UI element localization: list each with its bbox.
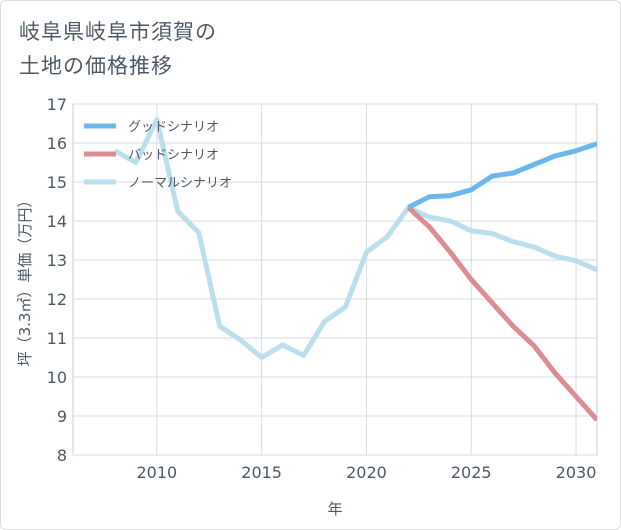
y-tick-label: 9 [57,407,67,426]
legend-label: グッドシナリオ [128,120,219,135]
chart-title-line-2: 土地の価格推移 [19,54,173,78]
y-tick-label: 12 [47,290,67,309]
series-line-good [407,141,597,210]
x-tick-label: 2020 [346,463,387,482]
series-line-normal [113,117,597,360]
y-tick-label: 17 [47,95,67,114]
x-tick-label: 2010 [136,463,177,482]
legend-label: バッドシナリオ [128,148,219,163]
x-tick-label: 2025 [451,463,492,482]
y-axis-label: 坪（3.3㎡）単価（万円） [16,193,34,367]
tick-labels: 8 9 10 11 12 13 14 15 16 17 2010 2015 2020 2025 2030 [47,95,597,482]
chart-title: 岐阜県岐阜市須賀の 土地の価格推移 [19,15,217,83]
x-tick-label: 2030 [556,463,597,482]
x-tick-label: 2015 [241,463,282,482]
x-axis-label: 年 [327,500,342,518]
legend-label: ノーマルシナリオ [128,176,232,191]
y-tick-label: 16 [47,134,67,153]
y-tick-label: 14 [47,212,67,231]
series-line-bad [406,205,597,422]
chart-title-line-1: 岐阜県岐阜市須賀の [19,20,217,44]
y-tick-label: 15 [47,173,67,192]
grid [72,103,598,456]
y-tick-label: 8 [57,446,67,465]
series-layer [113,117,597,422]
y-tick-label: 11 [47,329,67,348]
y-tick-label: 13 [47,251,67,270]
y-tick-label: 10 [47,368,67,387]
